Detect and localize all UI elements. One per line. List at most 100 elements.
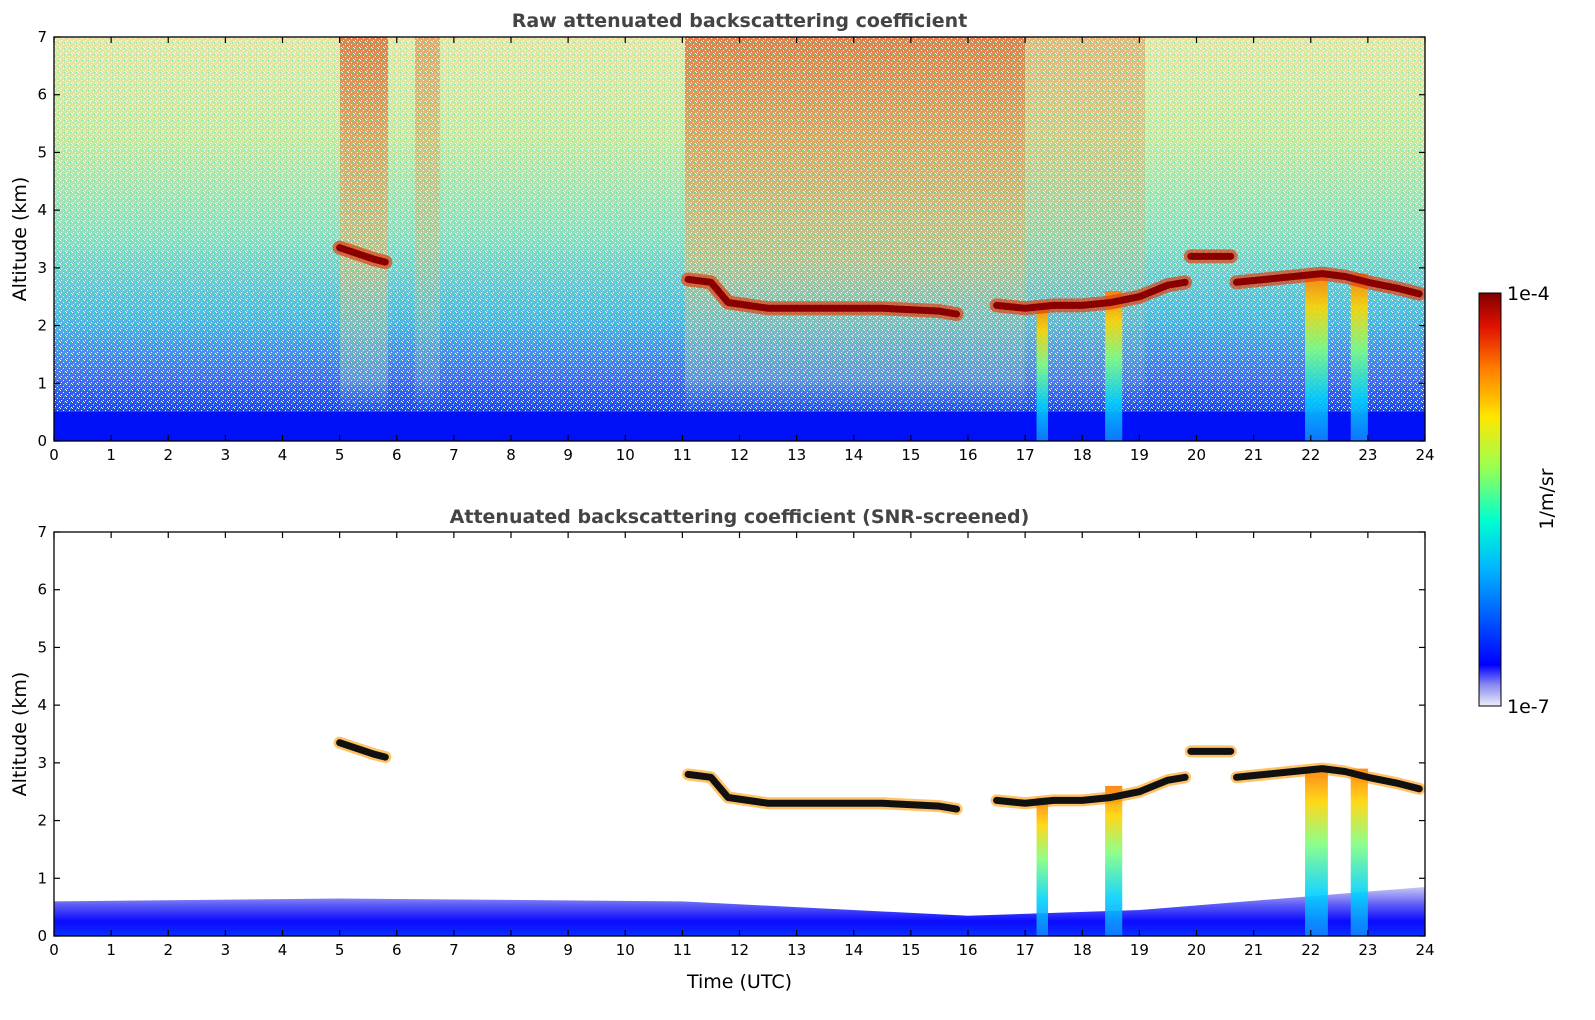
panel2-plot-area [54, 532, 1425, 936]
panel2-background [54, 532, 1425, 936]
colorbar [1478, 292, 1502, 707]
panel2-x-axis-label: Time (UTC) [686, 971, 792, 993]
x-tick-label: 11 [673, 446, 692, 464]
x-tick-label: 10 [616, 446, 635, 464]
precipitation-column [1350, 273, 1368, 441]
x-tick-label: 21 [1244, 446, 1263, 464]
x-tick-label: 7 [449, 446, 459, 464]
x-tick-label: 23 [1358, 446, 1377, 464]
panel1-y-axis-label: Altitude (km) [9, 177, 31, 302]
x-tick-label: 5 [335, 941, 345, 959]
x-tick-label: 5 [335, 446, 345, 464]
panel1-marks [332, 240, 1425, 441]
x-tick-label: 24 [1415, 446, 1434, 464]
y-tick-label: 4 [37, 696, 47, 714]
x-tick-label: 24 [1415, 941, 1434, 959]
x-tick-label: 12 [730, 446, 749, 464]
y-tick-label: 6 [37, 581, 47, 599]
x-tick-label: 15 [901, 941, 920, 959]
x-tick-label: 17 [1016, 446, 1035, 464]
x-tick-label: 12 [730, 941, 749, 959]
panel2-boundary-layer [54, 886, 1425, 936]
y-tick-label: 1 [37, 374, 47, 392]
x-tick-label: 20 [1187, 446, 1206, 464]
x-tick-label: 0 [49, 941, 59, 959]
panel1-noise-speckle [54, 37, 1425, 441]
panel2-y-axis-label: Altitude (km) [9, 672, 31, 797]
x-tick-label: 6 [392, 446, 402, 464]
x-tick-label: 3 [221, 446, 231, 464]
x-tick-label: 10 [616, 941, 635, 959]
x-tick-label: 16 [958, 446, 977, 464]
colorbar-unit-label: 1/m/sr [1536, 468, 1558, 529]
x-tick-label: 1 [106, 446, 116, 464]
x-tick-label: 4 [278, 941, 288, 959]
x-tick-label: 11 [673, 941, 692, 959]
y-tick-label: 3 [37, 754, 47, 772]
precipitation-column [1305, 273, 1328, 441]
precipitation-column [1305, 768, 1328, 936]
x-tick-label: 2 [163, 446, 173, 464]
panel2-title: Attenuated backscattering coefficient (S… [450, 506, 1030, 528]
x-tick-label: 3 [221, 941, 231, 959]
panel1-title: Raw attenuated backscattering coefficien… [512, 10, 968, 32]
x-tick-label: 7 [449, 941, 459, 959]
cloud-layer [993, 773, 1189, 807]
precipitation-column [1036, 302, 1048, 441]
cloud-layer [336, 739, 389, 761]
y-tick-label: 3 [37, 259, 47, 277]
cloud-layer [993, 278, 1189, 312]
y-tick-label: 5 [37, 143, 47, 161]
y-tick-label: 7 [37, 523, 47, 541]
y-tick-label: 0 [37, 432, 47, 450]
colorbar-min-label: 1e-7 [1507, 696, 1550, 718]
x-tick-label: 8 [506, 941, 516, 959]
x-tick-label: 13 [787, 941, 806, 959]
y-tick-label: 6 [37, 86, 47, 104]
precipitation-column [1105, 290, 1123, 441]
y-tick-label: 2 [37, 317, 47, 335]
x-tick-label: 18 [1073, 446, 1092, 464]
x-tick-label: 1 [106, 941, 116, 959]
precipitation-column [1036, 797, 1048, 936]
x-tick-label: 14 [844, 941, 863, 959]
y-tick-label: 0 [37, 927, 47, 945]
x-tick-label: 23 [1358, 941, 1377, 959]
panel1-axes: 0 1 2 3 4 5 6 7 8 9 10 11 12 13 14 15 16 17 18 19 20 21 22 23 24… [37, 28, 1434, 464]
x-tick-label: 17 [1016, 941, 1035, 959]
x-tick-label: 21 [1244, 941, 1263, 959]
cloud-layer [1232, 765, 1423, 793]
cloud-layer [684, 275, 961, 318]
x-tick-label: 22 [1301, 446, 1320, 464]
cloud-layer [684, 770, 961, 813]
precipitation-column [1105, 785, 1123, 936]
x-tick-label: 8 [506, 446, 516, 464]
y-tick-label: 1 [37, 869, 47, 887]
x-tick-label: 13 [787, 446, 806, 464]
precipitation-column [1350, 768, 1368, 936]
x-tick-label: 20 [1187, 941, 1206, 959]
x-tick-label: 14 [844, 446, 863, 464]
panel2-axes: 0 1 2 3 4 5 6 7 8 9 10 11 12 13 14 15 16 17 18 19 20 21 22 23 24… [37, 523, 1434, 959]
cloud-layer [336, 244, 389, 266]
cloud-layer [1232, 270, 1423, 298]
x-tick-label: 15 [901, 446, 920, 464]
y-tick-label: 4 [37, 201, 47, 219]
y-tick-label: 2 [37, 812, 47, 830]
panel2-marks [333, 736, 1425, 936]
x-tick-label: 19 [1130, 941, 1149, 959]
y-tick-label: 7 [37, 28, 47, 46]
colorbar-max-label: 1e-4 [1507, 283, 1550, 305]
x-tick-label: 0 [49, 446, 59, 464]
x-tick-label: 19 [1130, 446, 1149, 464]
x-tick-label: 6 [392, 941, 402, 959]
x-tick-label: 2 [163, 941, 173, 959]
y-tick-label: 5 [37, 638, 47, 656]
panel1-plot-area [54, 37, 1425, 441]
x-tick-label: 22 [1301, 941, 1320, 959]
x-tick-label: 4 [278, 446, 288, 464]
x-tick-label: 9 [563, 941, 573, 959]
x-tick-label: 18 [1073, 941, 1092, 959]
x-tick-label: 16 [958, 941, 977, 959]
